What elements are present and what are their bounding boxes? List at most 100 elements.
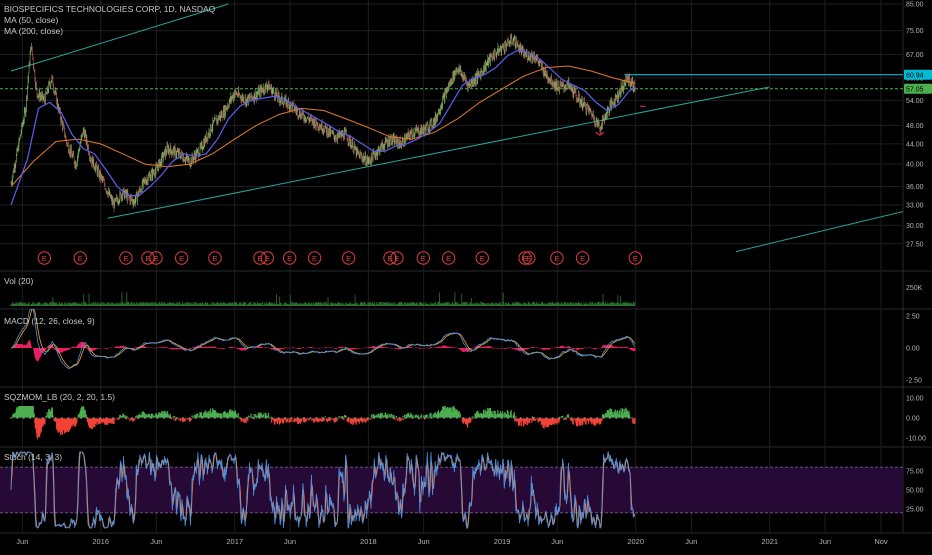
- earnings-marker-label: E: [179, 254, 184, 263]
- sqzmom-tick-label: -10.00: [906, 436, 926, 443]
- squeeze-dot: [38, 417, 40, 419]
- x-tick-label: Jun: [819, 537, 831, 546]
- squeeze-dot: [171, 417, 173, 419]
- squeeze-dot: [297, 417, 299, 419]
- squeeze-dot: [48, 417, 50, 419]
- squeeze-dot: [72, 417, 74, 419]
- squeeze-dot: [184, 417, 186, 419]
- squeeze-dot: [348, 417, 350, 419]
- squeeze-dot: [191, 417, 193, 419]
- squeeze-dot: [307, 417, 309, 419]
- squeeze-dot: [44, 417, 46, 419]
- squeeze-dot: [261, 417, 263, 419]
- price-tick-label: 30.00: [906, 223, 924, 230]
- x-tick-label: 2018: [360, 537, 377, 546]
- squeeze-dot: [55, 417, 57, 419]
- squeeze-dot: [197, 417, 199, 419]
- price-tick-label: 36.00: [906, 184, 924, 191]
- squeeze-dot: [265, 417, 267, 419]
- squeeze-dot: [333, 417, 335, 419]
- earnings-marker-label: E: [526, 254, 531, 263]
- squeeze-dot: [222, 417, 224, 419]
- squeeze-dot: [116, 417, 118, 419]
- sqzmom-tick-label: 0.00: [906, 416, 920, 423]
- squeeze-dot: [201, 417, 203, 419]
- squeeze-dot: [356, 417, 358, 419]
- squeeze-dot: [93, 417, 95, 419]
- squeeze-dot: [16, 417, 18, 419]
- squeeze-dot: [84, 417, 86, 419]
- squeeze-dot: [263, 417, 265, 419]
- squeeze-dot: [271, 417, 273, 419]
- squeeze-dot: [361, 417, 363, 419]
- squeeze-dot: [104, 417, 106, 419]
- squeeze-dot: [237, 417, 239, 419]
- squeeze-dot: [303, 417, 305, 419]
- squeeze-dot: [246, 417, 248, 419]
- squeeze-dot: [127, 417, 129, 419]
- squeeze-dot: [36, 417, 38, 419]
- price-tick-label: 85.00: [906, 2, 924, 9]
- squeeze-dot: [163, 417, 165, 419]
- squeeze-dot: [254, 417, 256, 419]
- squeeze-dot: [186, 417, 188, 419]
- squeeze-dot: [23, 417, 25, 419]
- squeeze-dot: [244, 417, 246, 419]
- squeeze-dot: [235, 417, 237, 419]
- squeeze-dot: [99, 417, 101, 419]
- macd-tick-label: -2.50: [906, 378, 922, 385]
- price-tick-label: 75.00: [906, 28, 924, 35]
- squeeze-dot: [286, 417, 288, 419]
- squeeze-dot: [233, 417, 235, 419]
- squeeze-dot: [193, 417, 195, 419]
- squeeze-dot: [250, 417, 252, 419]
- squeeze-dot: [106, 417, 108, 419]
- squeeze-dot: [358, 417, 360, 419]
- squeeze-dot: [144, 417, 146, 419]
- squeeze-dot: [299, 417, 301, 419]
- price-tick-label: 48.00: [906, 123, 924, 130]
- earnings-marker-label: E: [394, 254, 399, 263]
- squeeze-dot: [339, 417, 341, 419]
- squeeze-dot: [210, 417, 212, 419]
- squeeze-dot: [248, 417, 250, 419]
- squeeze-dot: [174, 417, 176, 419]
- squeeze-dot: [352, 417, 354, 419]
- squeeze-dot: [314, 417, 316, 419]
- macd-tick-label: 0.00: [906, 346, 920, 353]
- squeeze-dot: [276, 417, 278, 419]
- price-tick-label: 44.00: [906, 141, 924, 148]
- squeeze-dot: [80, 417, 82, 419]
- squeeze-dot: [212, 417, 214, 419]
- earnings-marker-label: E: [287, 254, 292, 263]
- price-tick-label: 54.00: [906, 98, 924, 105]
- squeeze-dot: [208, 417, 210, 419]
- squeeze-dot: [129, 417, 131, 419]
- squeeze-dot: [239, 417, 241, 419]
- squeeze-dot: [74, 417, 76, 419]
- squeeze-dot: [112, 417, 114, 419]
- squeeze-dot: [293, 417, 295, 419]
- squeeze-dot: [108, 417, 110, 419]
- squeeze-dot: [42, 417, 44, 419]
- squeeze-dot: [125, 417, 127, 419]
- squeeze-dot: [295, 417, 297, 419]
- squeeze-dot: [131, 417, 133, 419]
- squeeze-dot: [78, 417, 80, 419]
- squeeze-dot: [95, 417, 97, 419]
- squeeze-dot: [169, 417, 171, 419]
- squeeze-dot: [67, 417, 69, 419]
- squeeze-dot: [329, 417, 331, 419]
- price-tick-label: 27.50: [906, 241, 924, 248]
- squeeze-dot: [269, 417, 271, 419]
- squeeze-dot: [114, 417, 116, 419]
- squeeze-dot: [152, 417, 154, 419]
- squeeze-dot: [229, 417, 231, 419]
- squeeze-dot: [155, 417, 157, 419]
- squeeze-dot: [40, 417, 42, 419]
- squeeze-dot: [327, 417, 329, 419]
- squeeze-dot: [12, 417, 14, 419]
- squeeze-dot: [346, 417, 348, 419]
